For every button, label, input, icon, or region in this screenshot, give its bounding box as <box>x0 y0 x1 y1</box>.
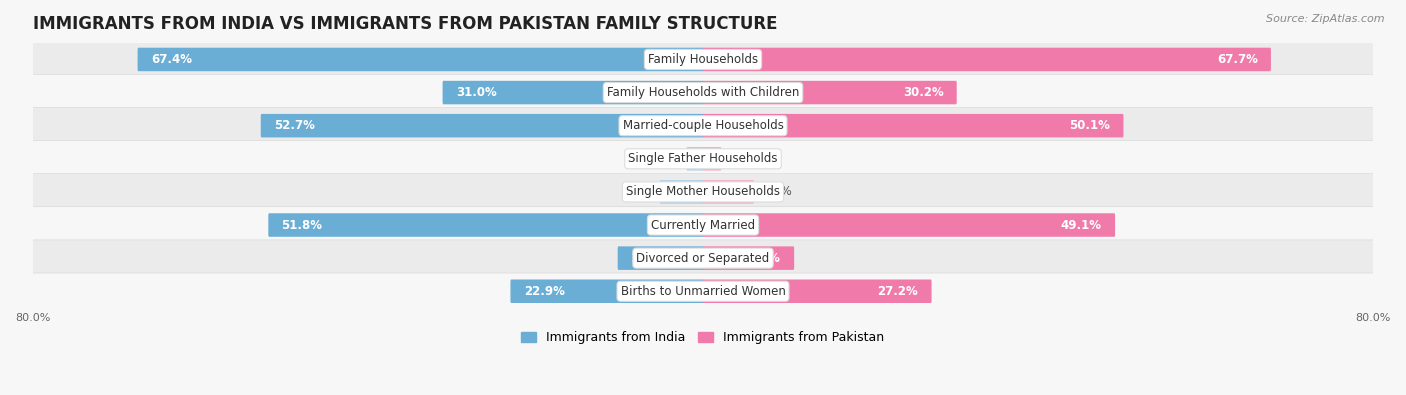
FancyBboxPatch shape <box>659 180 703 204</box>
Text: Currently Married: Currently Married <box>651 218 755 231</box>
Text: 67.7%: 67.7% <box>1216 53 1258 66</box>
Text: 2.1%: 2.1% <box>728 152 759 165</box>
FancyBboxPatch shape <box>703 48 1271 71</box>
FancyBboxPatch shape <box>138 48 703 71</box>
Text: 31.0%: 31.0% <box>456 86 496 99</box>
Text: 22.9%: 22.9% <box>523 285 565 298</box>
FancyBboxPatch shape <box>32 141 1374 177</box>
FancyBboxPatch shape <box>32 107 1374 144</box>
Text: Family Households: Family Households <box>648 53 758 66</box>
FancyBboxPatch shape <box>32 273 1374 309</box>
FancyBboxPatch shape <box>32 41 1374 78</box>
FancyBboxPatch shape <box>260 114 703 137</box>
FancyBboxPatch shape <box>32 74 1374 111</box>
Text: Divorced or Separated: Divorced or Separated <box>637 252 769 265</box>
FancyBboxPatch shape <box>443 81 703 104</box>
FancyBboxPatch shape <box>32 174 1374 210</box>
Text: Family Households with Children: Family Households with Children <box>607 86 799 99</box>
Text: 50.1%: 50.1% <box>1070 119 1111 132</box>
Text: 49.1%: 49.1% <box>1062 218 1102 231</box>
FancyBboxPatch shape <box>703 246 794 270</box>
Text: Births to Unmarried Women: Births to Unmarried Women <box>620 285 786 298</box>
Text: 51.8%: 51.8% <box>281 218 322 231</box>
FancyBboxPatch shape <box>703 81 956 104</box>
Text: 67.4%: 67.4% <box>150 53 191 66</box>
Text: IMMIGRANTS FROM INDIA VS IMMIGRANTS FROM PAKISTAN FAMILY STRUCTURE: IMMIGRANTS FROM INDIA VS IMMIGRANTS FROM… <box>32 15 778 33</box>
FancyBboxPatch shape <box>32 240 1374 276</box>
FancyBboxPatch shape <box>269 213 703 237</box>
Text: 6.0%: 6.0% <box>762 185 792 198</box>
FancyBboxPatch shape <box>32 207 1374 243</box>
FancyBboxPatch shape <box>617 246 703 270</box>
Text: 52.7%: 52.7% <box>274 119 315 132</box>
Text: 10.8%: 10.8% <box>740 252 780 265</box>
FancyBboxPatch shape <box>703 213 1115 237</box>
FancyBboxPatch shape <box>703 114 1123 137</box>
Text: Single Mother Households: Single Mother Households <box>626 185 780 198</box>
Text: Source: ZipAtlas.com: Source: ZipAtlas.com <box>1267 14 1385 24</box>
Text: 27.2%: 27.2% <box>877 285 918 298</box>
FancyBboxPatch shape <box>686 147 703 171</box>
Legend: Immigrants from India, Immigrants from Pakistan: Immigrants from India, Immigrants from P… <box>516 326 890 349</box>
FancyBboxPatch shape <box>703 147 721 171</box>
FancyBboxPatch shape <box>510 280 703 303</box>
Text: 1.9%: 1.9% <box>648 152 679 165</box>
Text: Single Father Households: Single Father Households <box>628 152 778 165</box>
Text: 5.1%: 5.1% <box>621 185 652 198</box>
Text: 30.2%: 30.2% <box>903 86 943 99</box>
Text: Married-couple Households: Married-couple Households <box>623 119 783 132</box>
FancyBboxPatch shape <box>703 180 754 204</box>
Text: 10.1%: 10.1% <box>631 252 672 265</box>
FancyBboxPatch shape <box>703 280 932 303</box>
